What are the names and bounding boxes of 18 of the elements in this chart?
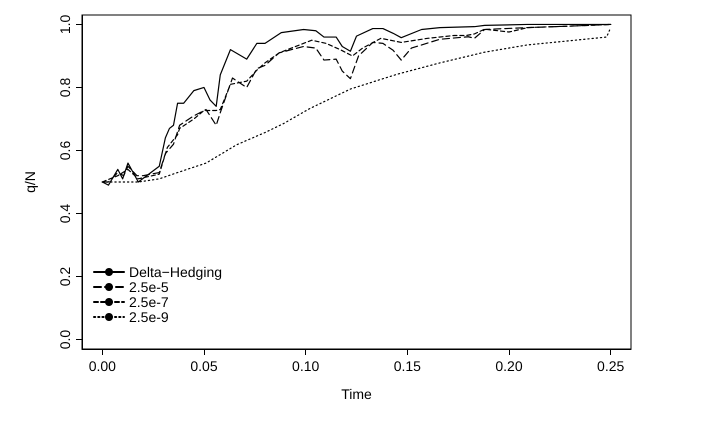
x-tick-label: 0.00: [88, 358, 116, 374]
x-tick-label: 0.20: [495, 358, 523, 374]
x-tick-label: 0.15: [394, 358, 422, 374]
y-tick-label: 0.4: [57, 204, 73, 224]
y-tick-label: 0.8: [57, 78, 73, 98]
legend-label: 2.5e-9: [129, 309, 169, 325]
y-tick-label: 0.6: [57, 140, 73, 160]
y-tick-label: 0.0: [57, 330, 73, 350]
y-tick-label: 1.0: [57, 14, 73, 34]
legend-label: 2.5e-5: [129, 279, 169, 295]
x-axis-title: Time: [341, 386, 372, 402]
y-tick-label: 0.2: [57, 266, 73, 286]
legend-label: 2.5e-7: [129, 294, 169, 310]
x-tick-label: 0.10: [292, 358, 320, 374]
x-tick-label: 0.25: [597, 358, 625, 374]
x-tick-label: 0.05: [190, 358, 218, 374]
legend-label: Delta−Hedging: [129, 264, 222, 280]
y-axis-title: q/N: [22, 171, 38, 193]
